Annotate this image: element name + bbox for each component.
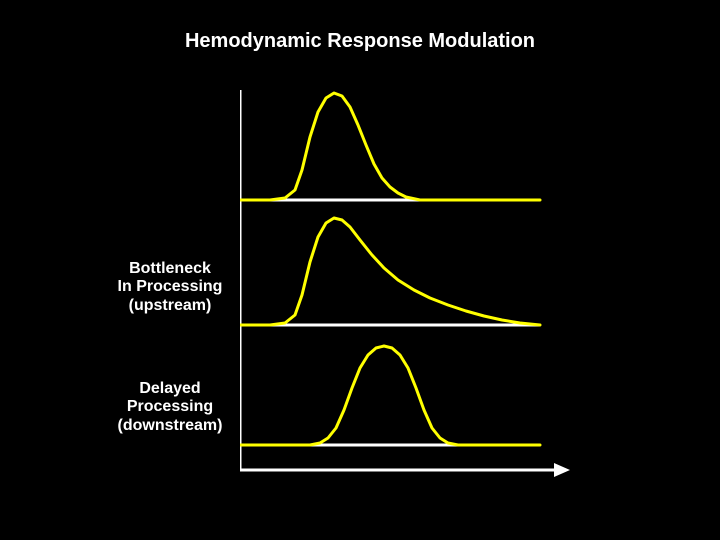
panel-baseline-curve	[240, 93, 540, 200]
page-title: Hemodynamic Response Modulation	[0, 30, 720, 53]
panel-bottleneck-curve	[240, 218, 540, 325]
hrf-plot	[240, 90, 570, 480]
panel-delayed-curve	[240, 346, 540, 445]
label-delayed: Delayed Processing (downstream)	[95, 380, 245, 435]
x-axis-arrow	[554, 463, 570, 477]
label-bottleneck: Bottleneck In Processing (upstream)	[95, 260, 245, 315]
